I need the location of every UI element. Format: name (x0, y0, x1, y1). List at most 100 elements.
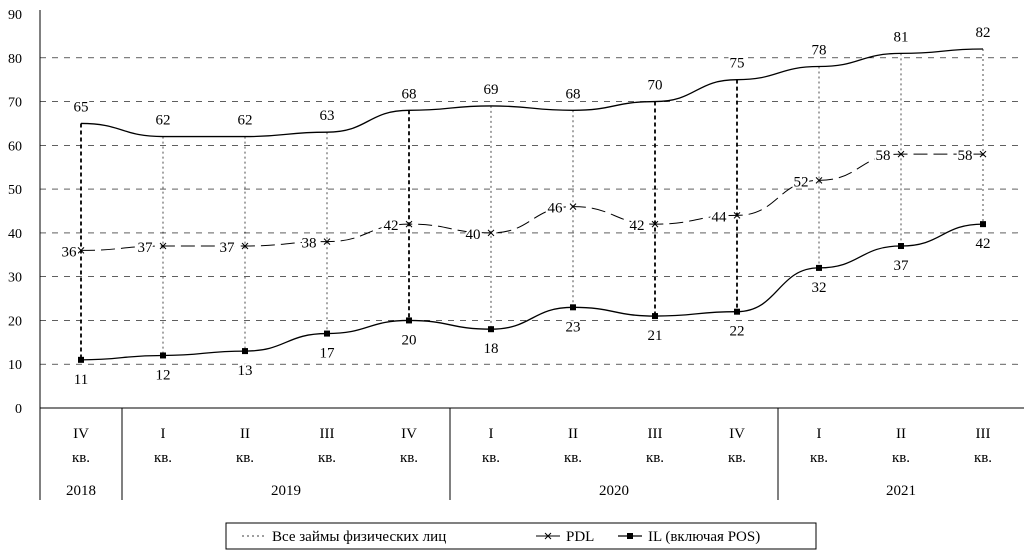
data-label: 62 (238, 113, 253, 129)
data-label: 58 (876, 148, 891, 164)
data-label: 38 (302, 236, 317, 252)
data-point-square (816, 265, 822, 271)
data-labels: 65 62 62 63 68 69 68 70 75 78 81 82 36 37 37 38 42 40 46 42… (62, 25, 991, 388)
y-tick-label: 70 (8, 96, 22, 111)
legend-label: Все займы физических лиц (272, 529, 446, 545)
data-label: 20 (402, 332, 417, 348)
data-label: 75 (730, 56, 745, 72)
category-unit-label: кв. (974, 450, 992, 466)
data-label: 69 (484, 82, 499, 98)
category-quarter-label: IV (73, 426, 89, 442)
category-unit-label: кв. (892, 450, 910, 466)
data-label: 68 (566, 86, 581, 102)
data-label: 21 (648, 328, 663, 344)
data-label: 62 (156, 113, 171, 129)
data-label: 12 (156, 367, 171, 383)
data-point-square (570, 304, 576, 310)
y-tick-label: 90 (8, 8, 22, 23)
category-quarter-label: I (817, 426, 822, 442)
legend-marker (627, 533, 633, 539)
data-label: 11 (74, 372, 88, 388)
data-point-square (78, 357, 84, 363)
data-label: 36 (62, 244, 78, 260)
category-quarter-label: I (489, 426, 494, 442)
y-tick-label: 30 (8, 271, 22, 286)
series-line (81, 224, 983, 360)
data-label: 32 (812, 280, 827, 296)
category-unit-label: кв. (318, 450, 336, 466)
data-point-square (898, 243, 904, 249)
data-label: 42 (630, 218, 645, 234)
grid-lines (40, 49, 1024, 364)
year-label: 2018 (66, 483, 96, 499)
y-tick-label: 80 (8, 52, 22, 67)
data-label: 17 (320, 346, 336, 362)
data-label: 46 (548, 201, 564, 217)
legend: Все займы физических лиц PDL IL (включая P… (226, 523, 816, 549)
legend-label: IL (включая POS) (648, 529, 760, 545)
category-quarter-label: IV (729, 426, 745, 442)
category-unit-label: кв. (400, 450, 418, 466)
category-quarter-label: II (240, 426, 250, 442)
data-label: 52 (794, 174, 809, 190)
data-label: 37 (138, 240, 154, 256)
data-label: 82 (976, 25, 991, 41)
y-tick-label: 10 (8, 358, 22, 373)
data-label: 42 (384, 218, 399, 234)
data-label: 23 (566, 319, 581, 335)
category-unit-label: кв. (564, 450, 582, 466)
category-unit-label: кв. (236, 450, 254, 466)
y-tick-label: 0 (15, 402, 22, 417)
y-tick-label: 20 (8, 314, 22, 329)
category-quarter-label: II (568, 426, 578, 442)
data-point-square (406, 317, 412, 323)
data-point-square (734, 309, 740, 315)
data-label: 40 (466, 227, 481, 243)
data-label: 78 (812, 43, 827, 59)
data-label: 65 (74, 99, 89, 115)
data-label: 70 (648, 78, 663, 94)
x-category-labels: IVкв.Iкв.IIкв.IIIкв.IVкв.Iкв.IIкв.IIIкв.… (66, 426, 992, 499)
data-point-square (242, 348, 248, 354)
y-tick-label: 60 (8, 139, 22, 154)
data-label: 37 (220, 240, 236, 256)
y-tick-label: 40 (8, 227, 22, 242)
data-label: 37 (894, 258, 910, 274)
series-lines (78, 49, 986, 363)
data-point-square (980, 221, 986, 227)
category-quarter-label: IV (401, 426, 417, 442)
data-label: 22 (730, 324, 745, 340)
legend-label: PDL (566, 529, 594, 545)
data-point-square (488, 326, 494, 332)
data-label: 44 (712, 209, 728, 225)
year-label: 2020 (599, 483, 629, 499)
y-tick-label: 50 (8, 183, 22, 198)
data-label: 81 (894, 29, 909, 45)
category-quarter-label: III (320, 426, 335, 442)
category-unit-label: кв. (728, 450, 746, 466)
data-point-square (160, 352, 166, 358)
axes (40, 10, 1024, 500)
data-label: 68 (402, 86, 417, 102)
category-unit-label: кв. (810, 450, 828, 466)
data-label: 58 (958, 148, 973, 164)
data-point-square (652, 313, 658, 319)
category-quarter-label: II (896, 426, 906, 442)
y-tick-labels: 0 10 20 30 40 50 60 70 80 90 (8, 8, 22, 417)
year-label: 2021 (886, 483, 916, 499)
category-unit-label: кв. (646, 450, 664, 466)
category-quarter-label: I (161, 426, 166, 442)
data-label: 13 (238, 363, 253, 379)
series-line (81, 154, 983, 250)
category-unit-label: кв. (72, 450, 90, 466)
series-line (81, 49, 983, 137)
category-unit-label: кв. (482, 450, 500, 466)
data-point-square (324, 331, 330, 337)
category-quarter-label: III (648, 426, 663, 442)
year-label: 2019 (271, 483, 301, 499)
data-label: 18 (484, 341, 499, 357)
data-label: 63 (320, 108, 335, 124)
category-unit-label: кв. (154, 450, 172, 466)
category-quarter-label: III (976, 426, 991, 442)
